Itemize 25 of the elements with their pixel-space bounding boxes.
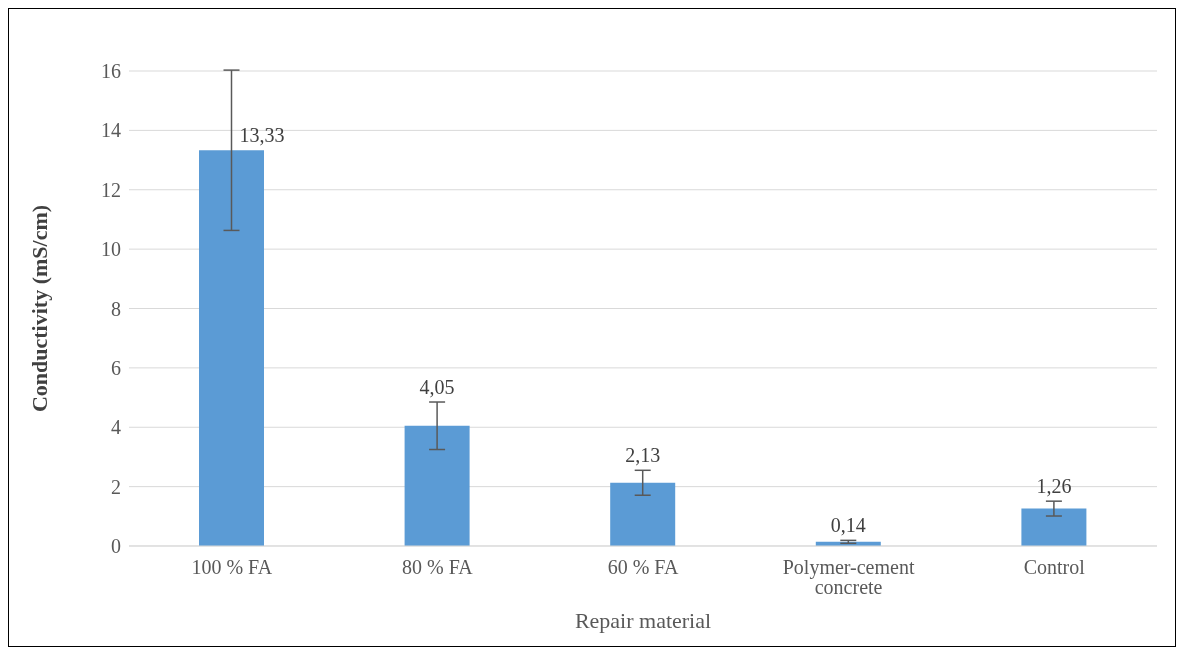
x-tick-label: Control xyxy=(1023,556,1086,579)
bar xyxy=(404,425,470,546)
y-tick-label: 2 xyxy=(111,475,121,498)
data-label: 1,26 xyxy=(1036,475,1072,498)
y-tick-label: 12 xyxy=(101,178,121,201)
bar xyxy=(199,150,264,546)
bar xyxy=(1021,508,1087,546)
y-tick-label: 16 xyxy=(101,60,121,83)
data-label: 13,33 xyxy=(239,124,285,147)
y-tick-label: 4 xyxy=(111,416,121,439)
x-tick-label: 100 % FA xyxy=(191,556,273,579)
x-tick-label: Polymer-cement concrete xyxy=(782,556,915,599)
bar xyxy=(610,482,676,546)
y-tick-label: 14 xyxy=(101,119,121,142)
y-tick-label: 8 xyxy=(111,297,121,320)
y-tick-label: 0 xyxy=(111,535,121,558)
x-tick-label: 60 % FA xyxy=(607,556,679,579)
x-tick-label: 80 % FA xyxy=(402,556,474,579)
data-label: 4,05 xyxy=(419,376,455,399)
y-tick-label: 10 xyxy=(101,238,121,261)
y-axis-title: Conductivity (mS/cm) xyxy=(26,204,52,413)
x-axis-title: Repair material xyxy=(574,608,712,633)
y-tick-label: 6 xyxy=(111,356,121,379)
data-label: 2,13 xyxy=(625,444,661,467)
data-label: 0,14 xyxy=(830,514,866,537)
